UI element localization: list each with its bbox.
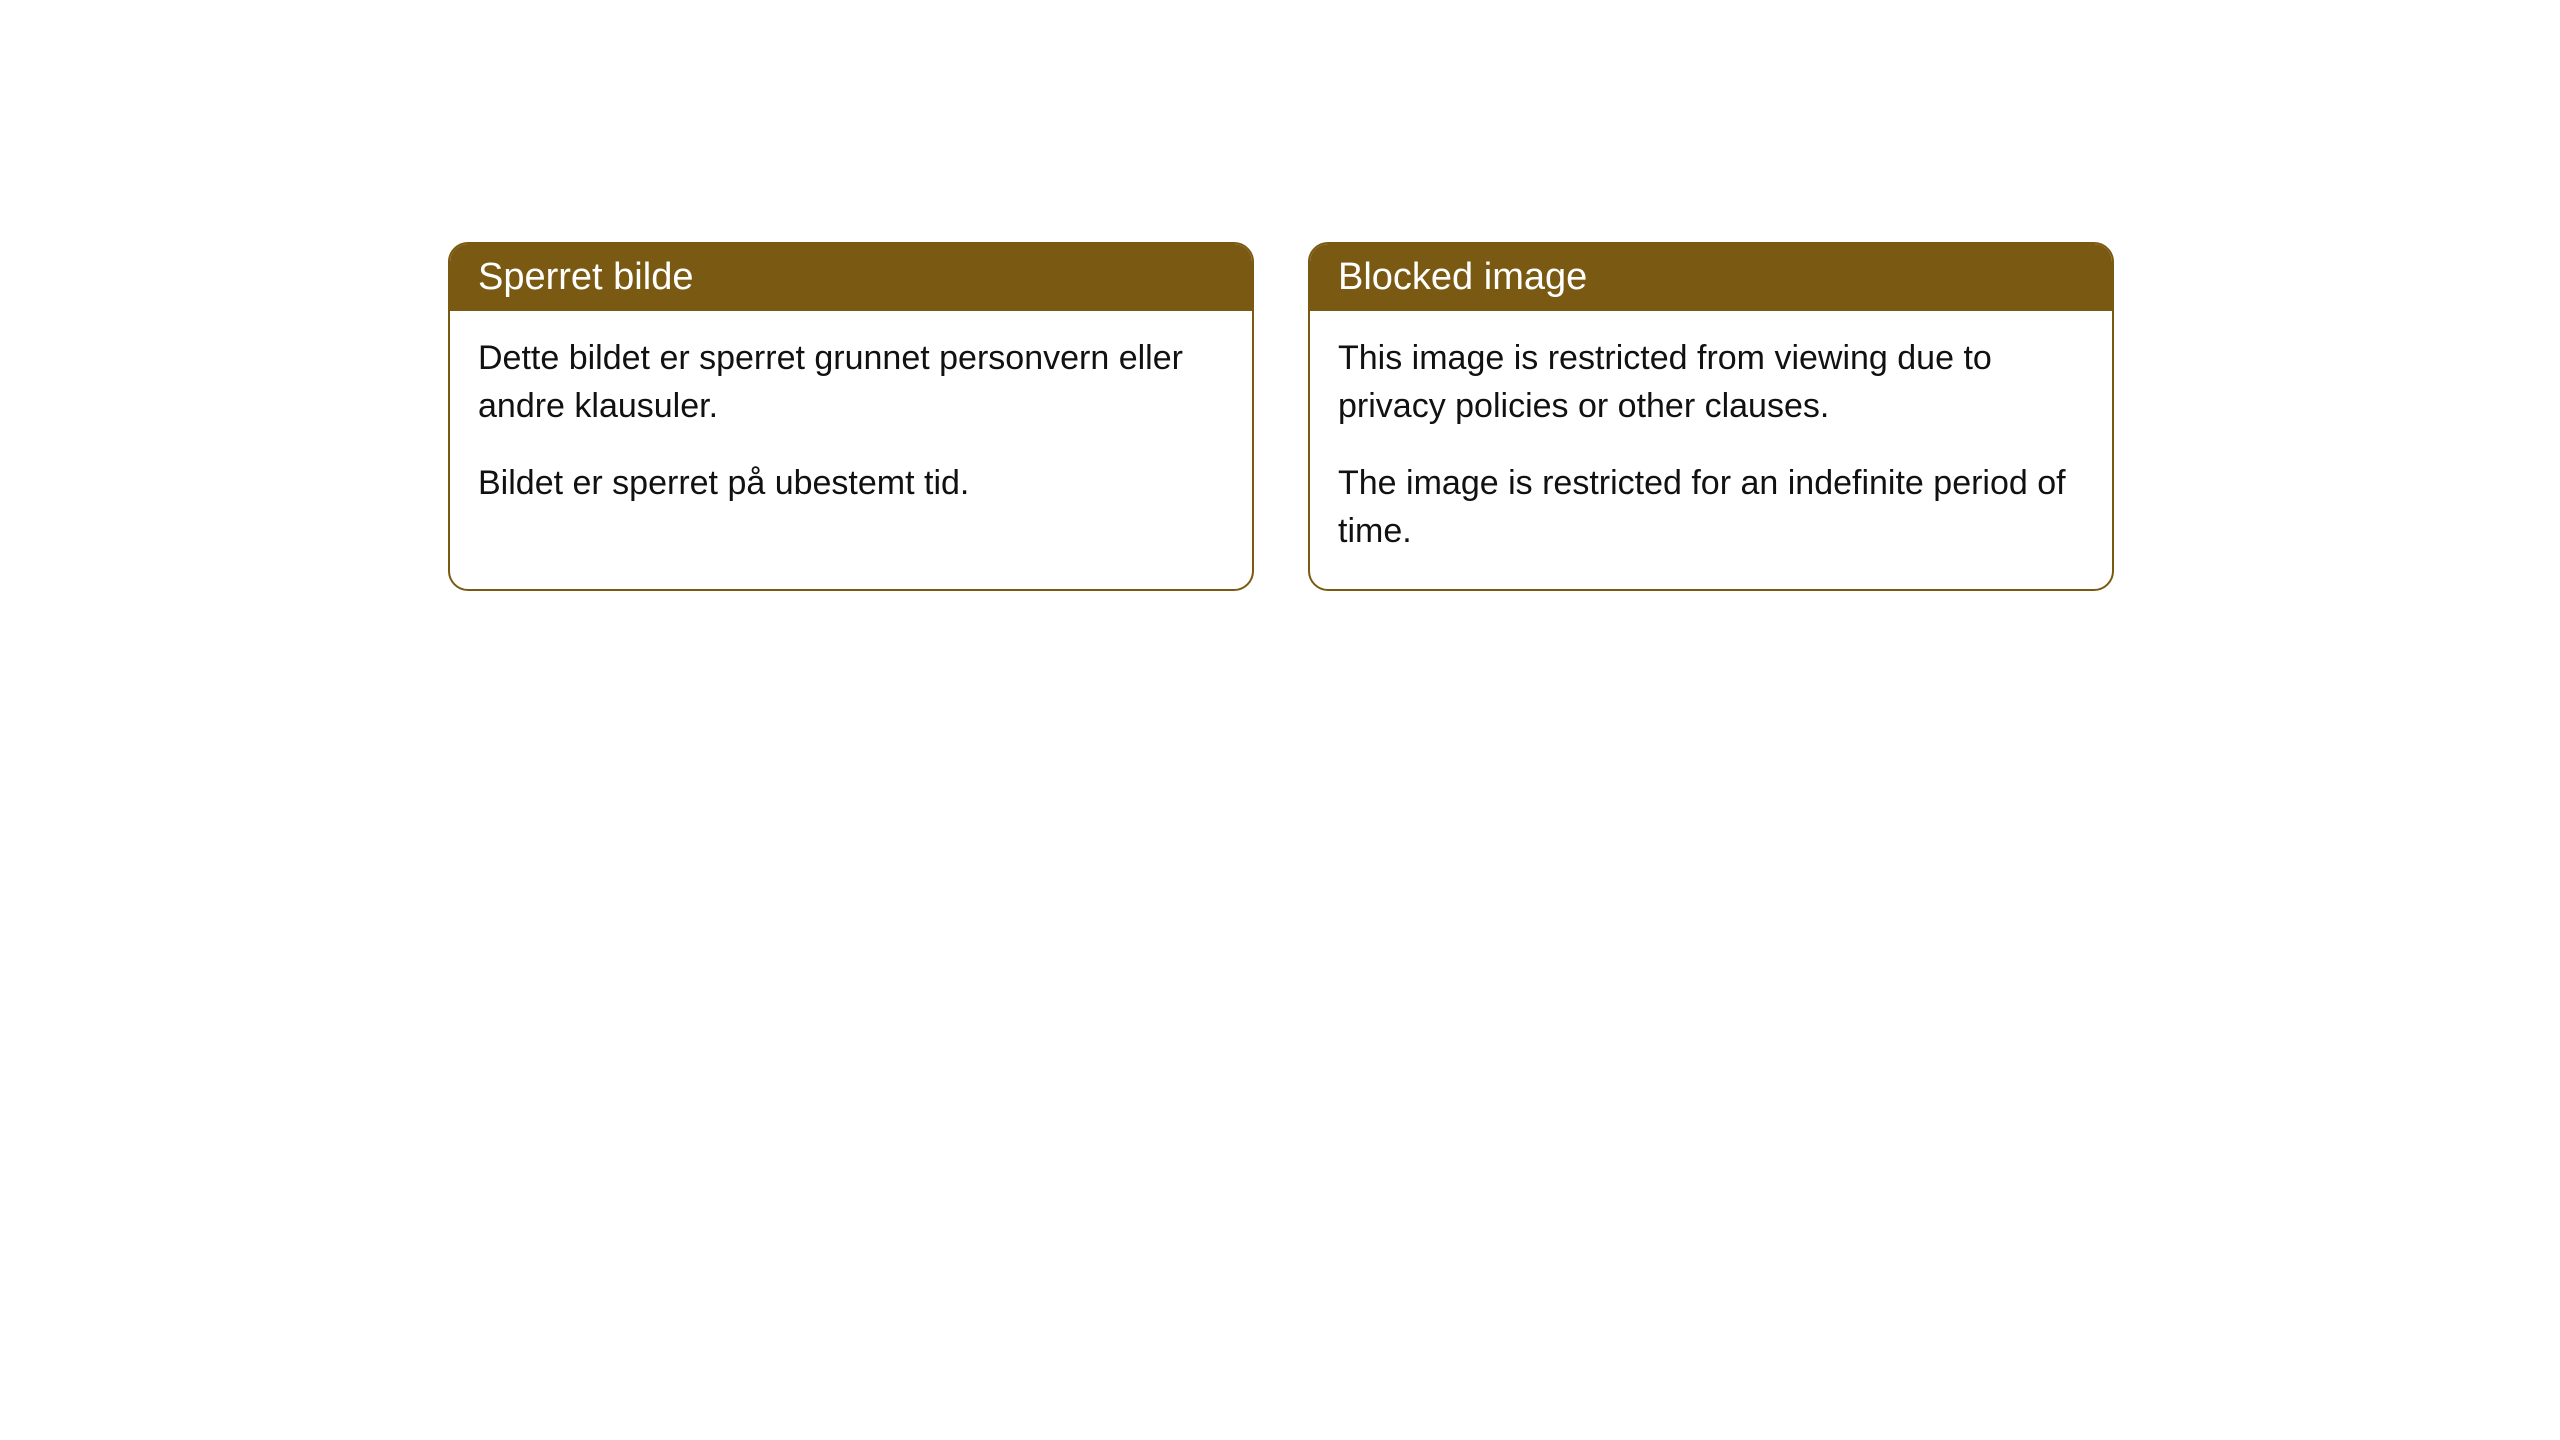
blocked-image-card-english: Blocked image This image is restricted f… bbox=[1308, 242, 2114, 591]
card-body: This image is restricted from viewing du… bbox=[1310, 311, 2112, 589]
card-header: Blocked image bbox=[1310, 244, 2112, 311]
card-title: Blocked image bbox=[1338, 256, 1587, 298]
card-body: Dette bildet er sperret grunnet personve… bbox=[450, 311, 1252, 542]
card-header: Sperret bilde bbox=[450, 244, 1252, 311]
card-paragraph-2: The image is restricted for an indefinit… bbox=[1338, 460, 2084, 555]
blocked-image-card-norwegian: Sperret bilde Dette bildet er sperret gr… bbox=[448, 242, 1254, 591]
card-paragraph-1: This image is restricted from viewing du… bbox=[1338, 335, 2084, 430]
card-paragraph-1: Dette bildet er sperret grunnet personve… bbox=[478, 335, 1224, 430]
notice-cards-container: Sperret bilde Dette bildet er sperret gr… bbox=[448, 242, 2114, 591]
card-paragraph-2: Bildet er sperret på ubestemt tid. bbox=[478, 460, 1224, 508]
card-title: Sperret bilde bbox=[478, 256, 693, 298]
